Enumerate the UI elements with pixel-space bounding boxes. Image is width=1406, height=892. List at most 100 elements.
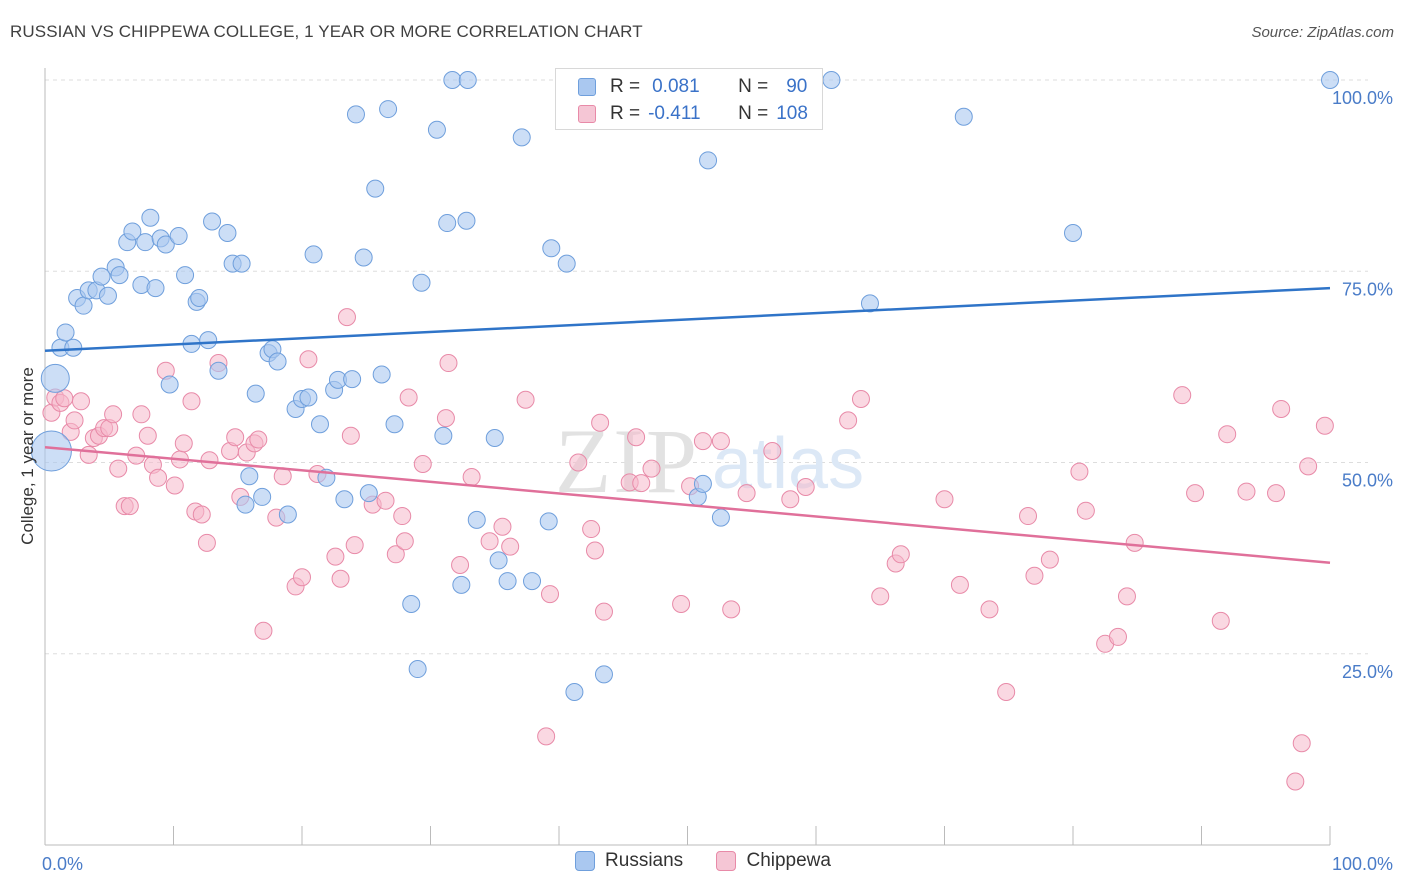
chippewa-point xyxy=(386,545,405,564)
chippewa-point xyxy=(632,474,651,493)
chippewa-point xyxy=(693,432,712,451)
russians-point xyxy=(372,365,391,384)
chippewa-point xyxy=(871,587,890,606)
russians-point xyxy=(160,375,179,394)
chippewa-point xyxy=(1315,416,1334,435)
chippewa-point xyxy=(165,476,184,495)
russians-r-label: R = xyxy=(610,76,641,97)
chippewa-point xyxy=(71,392,90,411)
chippewa-point xyxy=(376,491,395,510)
chippewa-point xyxy=(451,556,470,575)
chippewa-point xyxy=(582,520,601,539)
stats-box: R = 0.081 N = 90 R = -0.411 N = 108 xyxy=(555,68,823,130)
chippewa-point xyxy=(1299,457,1318,476)
chart-title: RUSSIAN VS CHIPPEWA COLLEGE, 1 YEAR OR M… xyxy=(10,22,643,41)
russians-point xyxy=(693,474,712,493)
chippewa-point xyxy=(1272,399,1291,418)
chippewa-point xyxy=(763,442,782,461)
russians-point xyxy=(253,487,272,506)
trend-lines xyxy=(44,286,1331,564)
chippewa-point xyxy=(1211,611,1230,630)
russians-point xyxy=(64,338,83,357)
russians-swatch xyxy=(578,78,596,96)
chippewa-swatch xyxy=(578,105,596,123)
russians-point xyxy=(523,572,542,591)
chippewa-point xyxy=(399,388,418,407)
russians-point xyxy=(136,233,155,252)
russians-r-value: 0.081 xyxy=(652,76,700,97)
chippewa-point xyxy=(393,507,412,526)
russians-point xyxy=(594,665,613,684)
y-tick-label-25: 25.0% xyxy=(1342,662,1393,682)
chippewa-point xyxy=(120,497,139,516)
chippewa-point xyxy=(781,490,800,509)
russians-point xyxy=(141,208,160,227)
chippewa-point xyxy=(254,621,273,640)
russians-point xyxy=(485,429,504,448)
russians-point xyxy=(123,222,142,241)
russians-point xyxy=(427,120,446,139)
russians-point xyxy=(457,211,476,230)
russians-point xyxy=(1321,71,1339,89)
legend-item-chippewa[interactable]: Chippewa xyxy=(716,850,831,872)
legend-chippewa-swatch xyxy=(716,851,737,871)
russians-point xyxy=(512,128,531,147)
chippewa-point xyxy=(138,426,157,445)
russians-point xyxy=(354,248,373,267)
russians-point xyxy=(346,105,365,124)
russians-point xyxy=(699,151,718,170)
russians-point xyxy=(310,415,329,434)
legend-russians-swatch xyxy=(575,851,596,871)
y-tick-label-75: 75.0% xyxy=(1342,279,1393,299)
russians-point xyxy=(860,294,879,313)
chippewa-point xyxy=(585,541,604,560)
russians-point xyxy=(408,660,427,679)
chippewa-point xyxy=(839,411,858,430)
legend-item-russians[interactable]: Russians xyxy=(575,850,683,872)
russians-point xyxy=(565,683,584,701)
chippewa-point xyxy=(516,390,535,409)
russians-point xyxy=(156,235,175,254)
chippewa-point xyxy=(851,390,870,409)
russians-n-value: 90 xyxy=(786,76,808,97)
chippewa-point xyxy=(997,683,1016,701)
russians-point xyxy=(542,239,561,258)
russians-point xyxy=(452,575,471,594)
chippewa-point xyxy=(1125,533,1144,552)
chippewa-point xyxy=(1076,501,1095,520)
chippewa-point xyxy=(627,428,646,447)
russians-point xyxy=(146,279,165,298)
russians-point xyxy=(98,286,117,305)
russians-point xyxy=(92,267,111,286)
legend-russians-label: Russians xyxy=(605,850,684,871)
russians-point xyxy=(74,296,93,315)
chippewa-r-label: R = xyxy=(610,103,641,124)
chippewa-point xyxy=(65,411,84,430)
chippewa-point xyxy=(594,602,613,621)
chippewa-point xyxy=(1025,566,1044,585)
chippewa-point xyxy=(480,532,499,551)
chippewa-point xyxy=(591,413,610,432)
stats-row-chippewa: R = -0.411 N = 108 xyxy=(578,101,808,127)
russians-point xyxy=(209,361,228,380)
chippewa-point xyxy=(1218,425,1237,444)
russians-point xyxy=(40,363,70,393)
russians-point xyxy=(199,331,218,350)
chippewa-point xyxy=(299,350,318,369)
chippewa-point xyxy=(462,468,481,487)
russians-point xyxy=(434,426,453,445)
russians-point xyxy=(458,71,477,89)
chippewa-r-value: -0.411 xyxy=(648,103,701,124)
chippewa-point xyxy=(345,536,364,555)
chippewa-point xyxy=(569,453,588,472)
chippewa-point xyxy=(1117,587,1136,606)
chippewa-point xyxy=(541,585,560,604)
russians-point xyxy=(822,71,841,89)
chippewa-n-label: N = xyxy=(738,103,769,124)
russians-point xyxy=(30,430,72,472)
russians-point xyxy=(467,510,486,529)
chippewa-point xyxy=(149,468,168,487)
chippewa-point xyxy=(1237,482,1256,501)
russians-point xyxy=(438,214,457,233)
